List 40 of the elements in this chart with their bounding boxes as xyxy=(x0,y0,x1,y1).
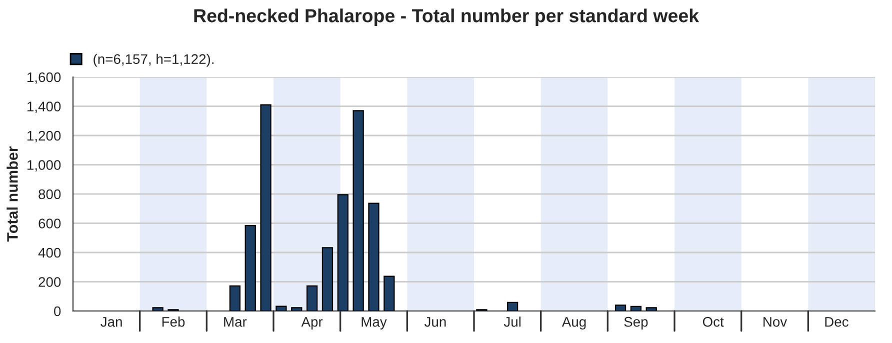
x-tick-label: Aug xyxy=(562,317,586,330)
x-tick-label: Apr xyxy=(301,317,323,330)
x-tick-label: Jun xyxy=(424,317,446,327)
x-tick-label: Mar xyxy=(224,317,247,327)
y-tick-label: 400 xyxy=(38,248,61,258)
y-tick-label: 1,600 xyxy=(28,72,61,84)
bar xyxy=(384,276,395,311)
bar xyxy=(260,104,272,311)
bar xyxy=(614,304,626,311)
bar xyxy=(506,302,518,311)
x-tick-label: Oct xyxy=(702,316,724,327)
x-tick-label: Jan xyxy=(100,317,122,327)
y-tick-label: 0 xyxy=(54,306,61,316)
y-tick-label: 1,400 xyxy=(28,102,61,114)
bar xyxy=(291,307,302,311)
bar xyxy=(152,307,164,311)
bar xyxy=(244,225,256,311)
x-tick-label: Feb xyxy=(162,316,185,327)
x-tick-label: Sep xyxy=(624,316,648,330)
bar xyxy=(337,194,348,311)
chart-title: Red-necked Phalarope - Total number per standard week xyxy=(194,8,700,26)
y-tick-label: 1,200 xyxy=(28,130,61,142)
x-tick-label: Nov xyxy=(764,317,788,327)
y-tick-label: 800 xyxy=(38,189,61,200)
x-tick-label: Dec xyxy=(825,317,848,327)
bar xyxy=(352,110,364,311)
y-tick-label: 1,000 xyxy=(28,160,61,172)
bar xyxy=(229,285,241,311)
y-axis-title: Total number xyxy=(6,146,18,242)
bar xyxy=(276,306,287,311)
y-tick-label: 200 xyxy=(38,277,61,287)
legend-label: (n=6,157, h=1,122). xyxy=(94,54,214,67)
bar xyxy=(368,202,380,311)
bar xyxy=(306,285,318,311)
bar xyxy=(322,247,334,311)
x-tick-label: May xyxy=(362,317,387,330)
y-tick-label: 600 xyxy=(38,218,61,228)
bar xyxy=(646,307,657,311)
bar xyxy=(630,306,642,311)
x-tick-label: Jul xyxy=(504,316,521,327)
